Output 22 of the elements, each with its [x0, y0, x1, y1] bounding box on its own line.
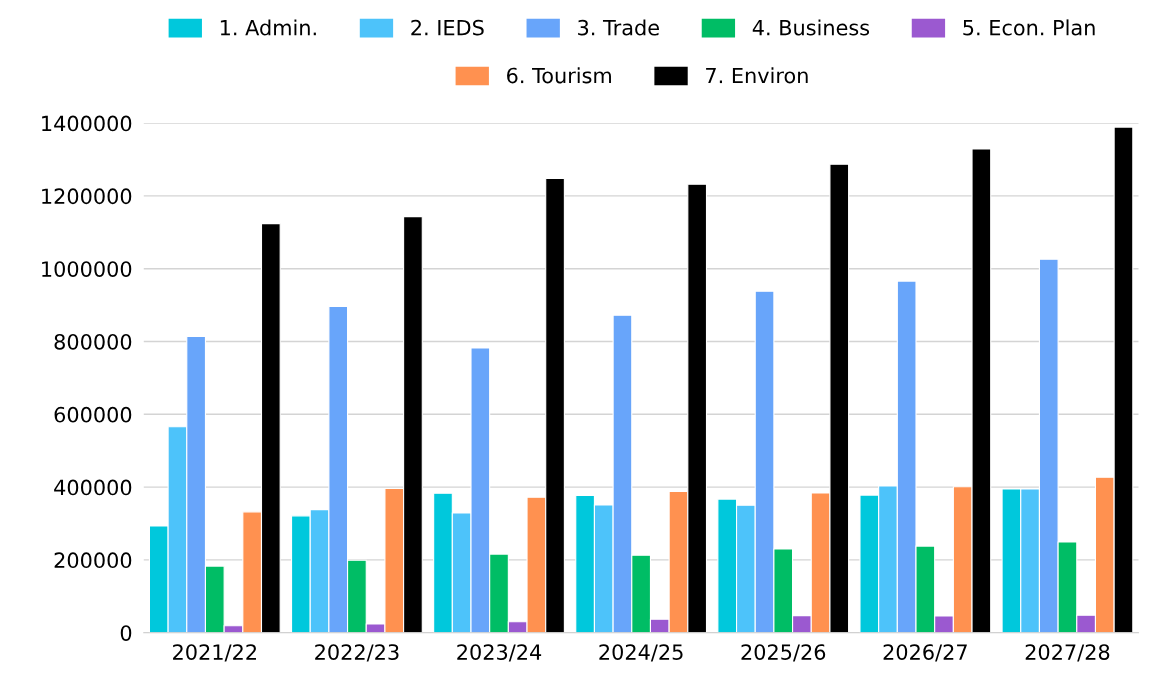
y-tick-label: 800000 [54, 333, 132, 350]
x-tick-label: 2025/26 [741, 644, 826, 662]
legend-label: 4. Business [752, 19, 870, 36]
y-tick-label: 1000000 [42, 261, 132, 277]
x-tick-label: 2024/25 [599, 644, 683, 662]
legend-label: 3. Trade [578, 19, 659, 36]
legend-label: 7. Environ [706, 67, 808, 84]
legend-label: 5. Econ. Plan [963, 19, 1095, 36]
y-tick-label: 600000 [54, 406, 132, 423]
y-tick-label: 0 [120, 625, 132, 641]
y-tick-label: 200000 [54, 552, 132, 569]
x-tick-label: 2023/24 [457, 644, 542, 662]
legend-label: 2. IEDS [411, 19, 484, 36]
legend-label: 6. Tourism [507, 67, 611, 84]
legend-label: 1. Admin. [220, 19, 316, 36]
x-tick-label: 2026/27 [883, 644, 967, 662]
y-tick-label: 1200000 [42, 188, 132, 205]
x-tick-label: 2027/28 [1025, 644, 1110, 662]
x-tick-label: 2022/23 [315, 644, 399, 662]
y-tick-label: 1400000 [42, 115, 132, 132]
x-tick-label: 2021/22 [173, 644, 256, 662]
y-tick-label: 400000 [54, 479, 132, 496]
